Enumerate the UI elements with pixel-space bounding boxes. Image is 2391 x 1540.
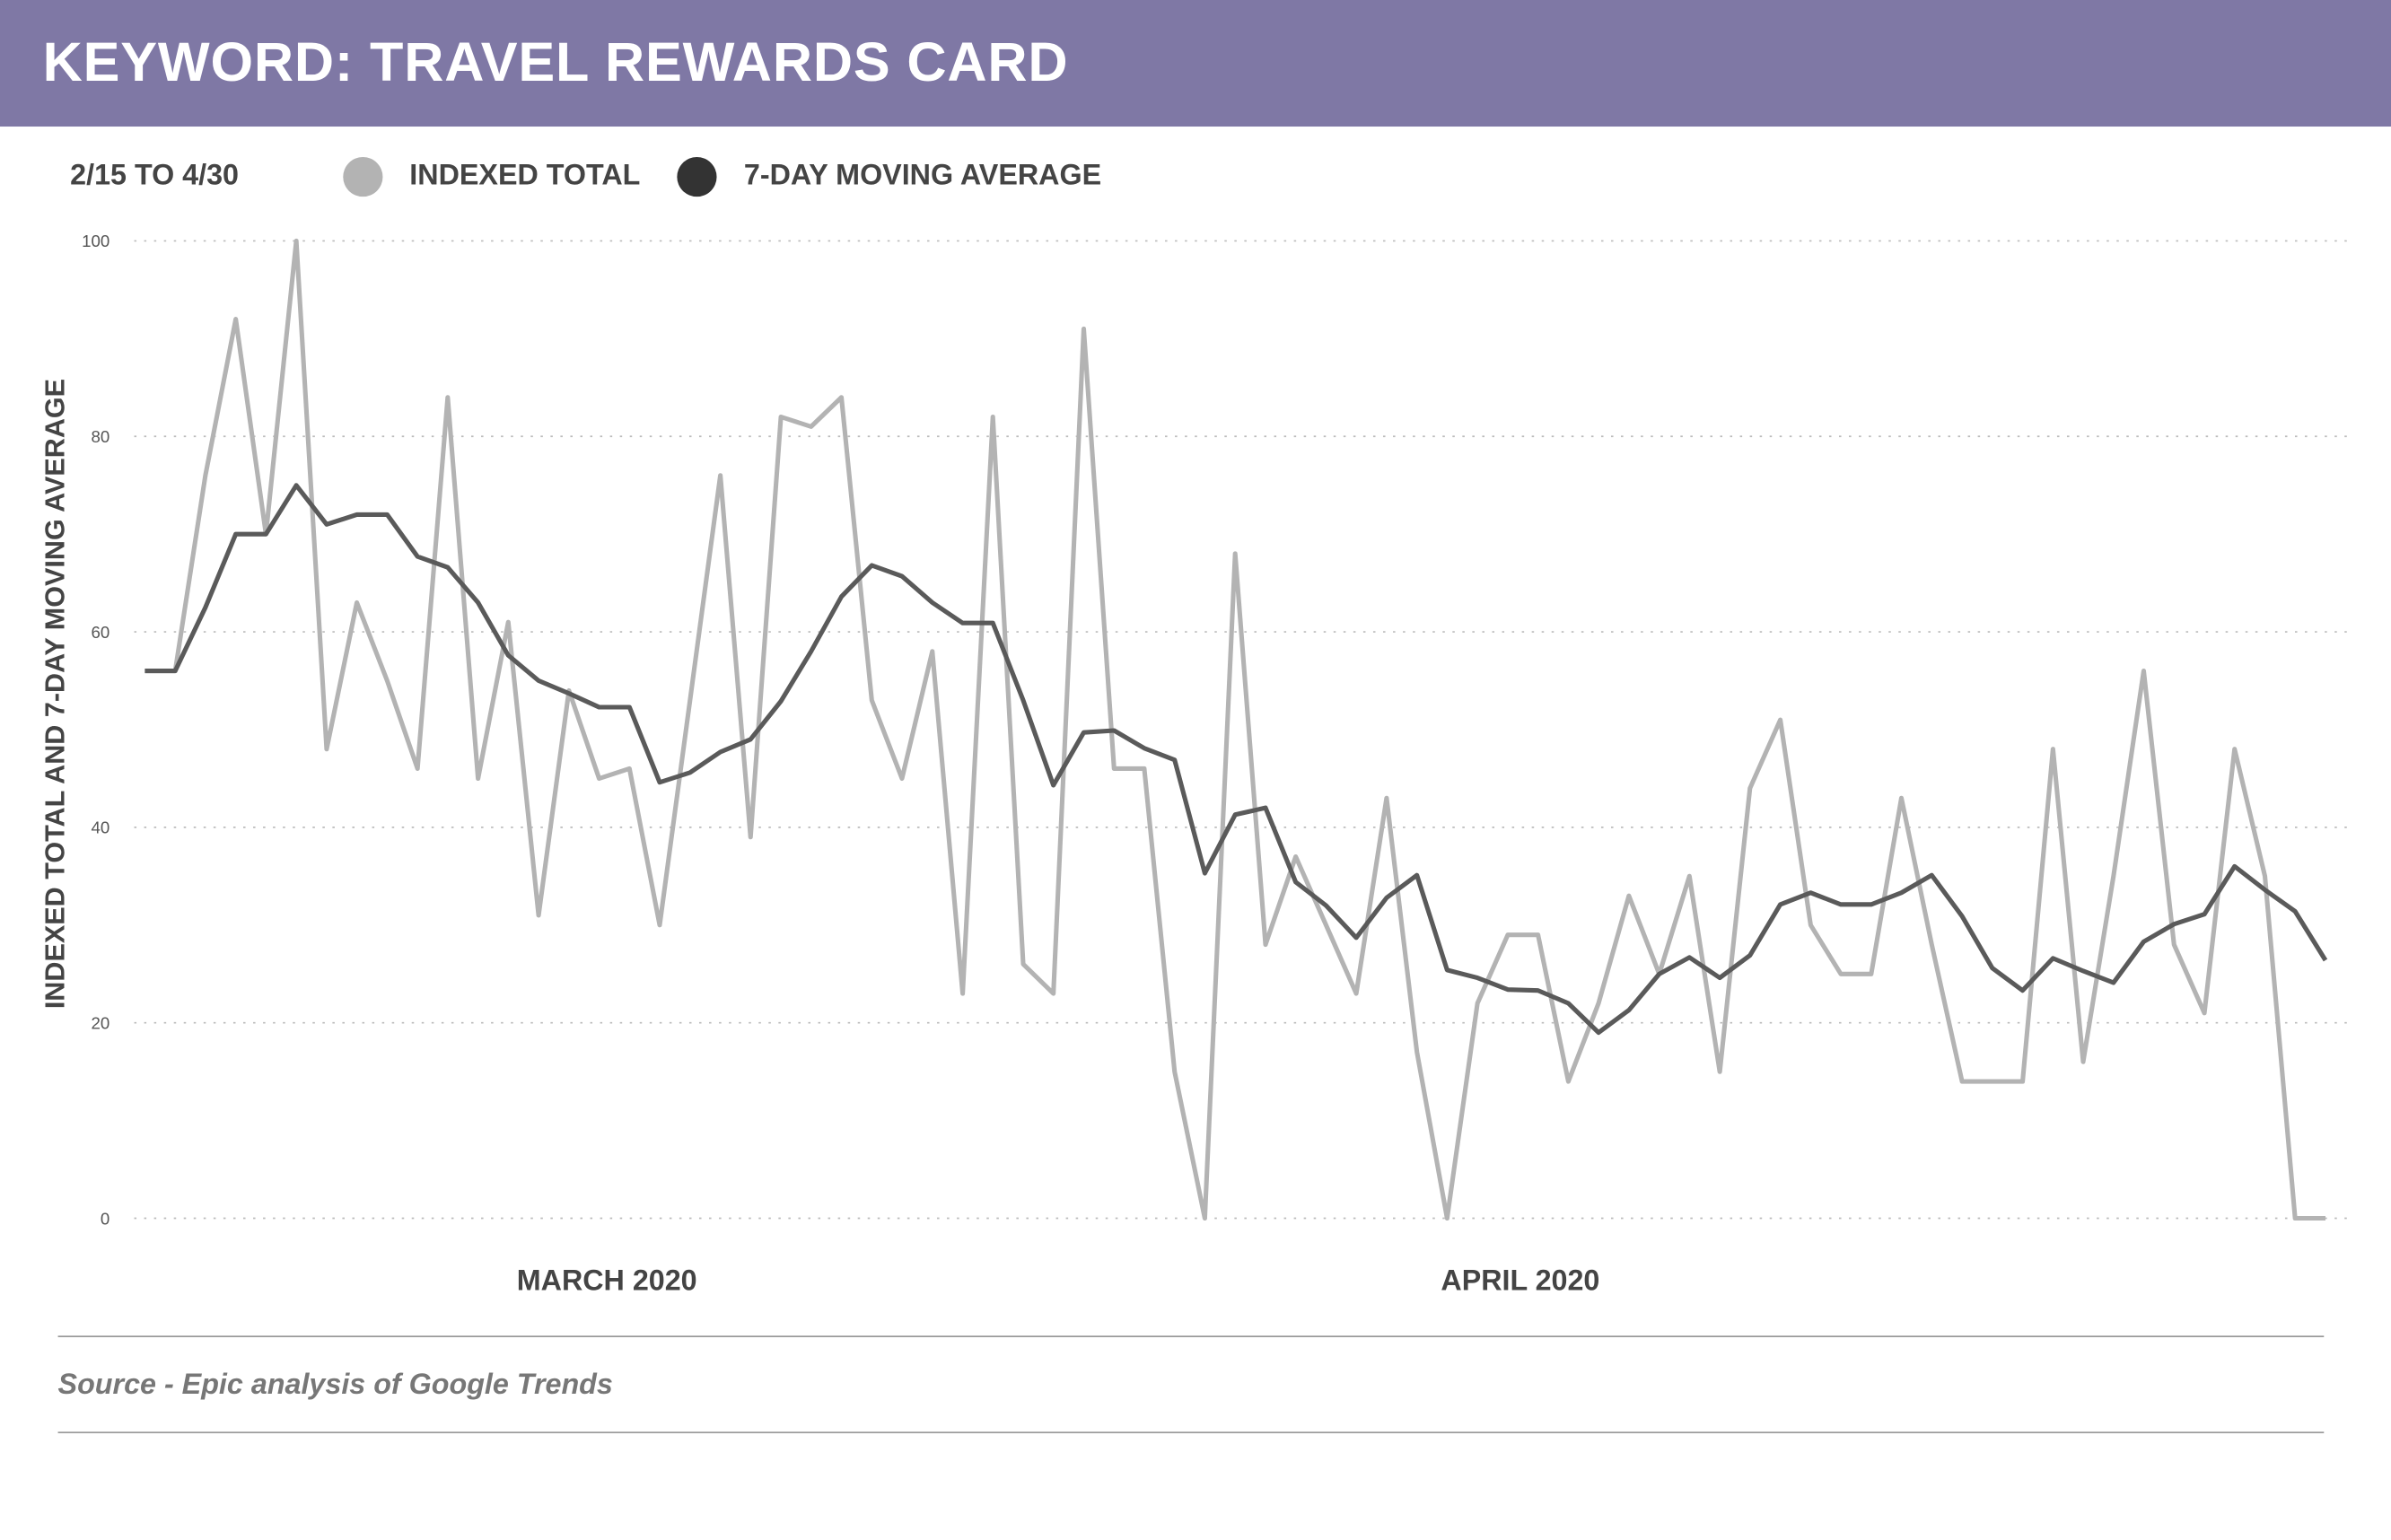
date-range: 2/15 TO 4/30 [70,160,239,193]
y-tick-label: 40 [92,818,110,837]
divider-top [57,1335,2325,1338]
x-tick-label: APRIL 2020 [1441,1264,1599,1296]
divider-bottom [57,1431,2325,1434]
x-tick-label: MARCH 2020 [517,1264,697,1296]
legend: 2/15 TO 4/30 INDEXED TOTAL 7-DAY MOVING … [70,156,1102,197]
y-tick-label: 0 [101,1209,109,1228]
legend-label-average: 7-DAY MOVING AVERAGE [743,160,1102,193]
y-tick-label: 100 [82,232,109,250]
legend-dot-average-icon [677,156,717,197]
chart-title: KEYWORD: TRAVEL REWARDS CARD [42,30,1069,93]
legend-dot-indexed-icon [342,156,382,197]
source-note: Source - Epic analysis of Google Trends [57,1369,613,1402]
y-tick-label: 80 [92,427,110,446]
header-banner: KEYWORD: TRAVEL REWARDS CARD [0,0,2391,127]
y-tick-label: 20 [92,1013,110,1032]
legend-label-indexed: INDEXED TOTAL [409,160,641,193]
series-line-moving-average [145,483,2328,1036]
y-tick-label: 60 [92,623,110,642]
series-line-indexed-total [145,238,2325,1221]
y-axis-label: INDEXED TOTAL AND 7-DAY MOVING AVERAGE [39,379,70,1009]
